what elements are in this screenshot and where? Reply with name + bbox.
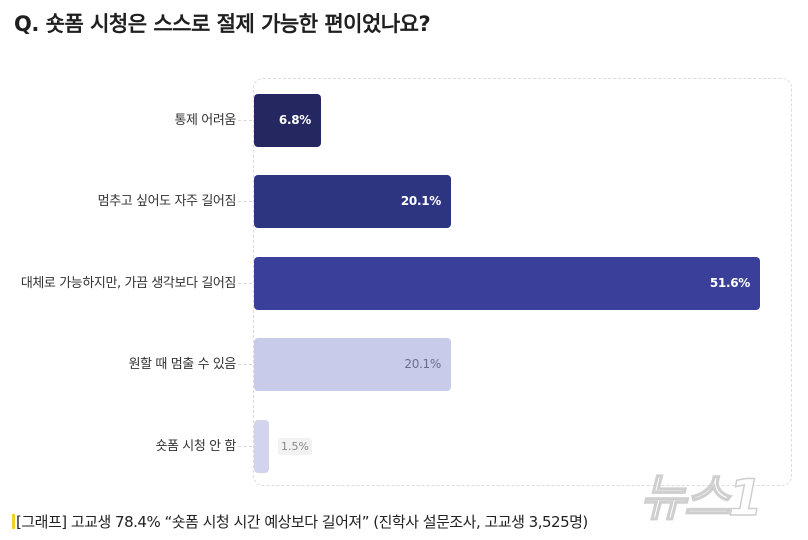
tick-line xyxy=(238,446,252,447)
bar xyxy=(254,257,760,310)
bar-row: 대체로 가능하지만, 가끔 생각보다 길어짐 51.6% xyxy=(0,257,808,310)
bar-row: 멈추고 싶어도 자주 길어짐 20.1% xyxy=(0,175,808,228)
bar-row: 통제 어려움 6.8% xyxy=(0,94,808,147)
value-label: 51.6% xyxy=(709,276,750,290)
category-label: 원할 때 멈출 수 있음 xyxy=(128,357,237,372)
bar-row: 원할 때 멈출 수 있음 20.1% xyxy=(0,338,808,391)
tick-line xyxy=(238,201,252,202)
tick-line xyxy=(238,364,252,365)
bar-row: 숏폼 시청 안 함 1.5% xyxy=(0,420,808,473)
value-label: 6.8% xyxy=(278,113,311,127)
caption-marker xyxy=(12,514,15,529)
tick-line xyxy=(238,120,252,121)
caption-text: [그래프] 고교생 78.4% “숏폼 시청 시간 예상보다 길어져” (진학사… xyxy=(16,513,588,531)
bar xyxy=(254,420,269,473)
category-label: 통제 어려움 xyxy=(174,113,236,128)
tick-line xyxy=(238,283,252,284)
category-label: 멈추고 싶어도 자주 길어짐 xyxy=(97,194,237,209)
chart-frame xyxy=(253,78,792,486)
bar xyxy=(254,175,451,228)
category-label: 숏폼 시청 안 함 xyxy=(155,439,236,454)
chart-title: Q. 숏폼 시청은 스스로 절제 가능한 편이었나요? xyxy=(14,12,431,36)
value-label: 20.1% xyxy=(400,194,441,208)
category-label: 대체로 가능하지만, 가끔 생각보다 길어짐 xyxy=(20,276,237,291)
value-label: 1.5% xyxy=(278,438,312,455)
bar xyxy=(254,338,451,391)
caption: [그래프] 고교생 78.4% “숏폼 시청 시간 예상보다 길어져” (진학사… xyxy=(12,511,588,532)
news1-watermark-logo: 뉴스1 xyxy=(639,468,763,528)
bar xyxy=(254,94,321,147)
value-label: 20.1% xyxy=(404,357,441,371)
